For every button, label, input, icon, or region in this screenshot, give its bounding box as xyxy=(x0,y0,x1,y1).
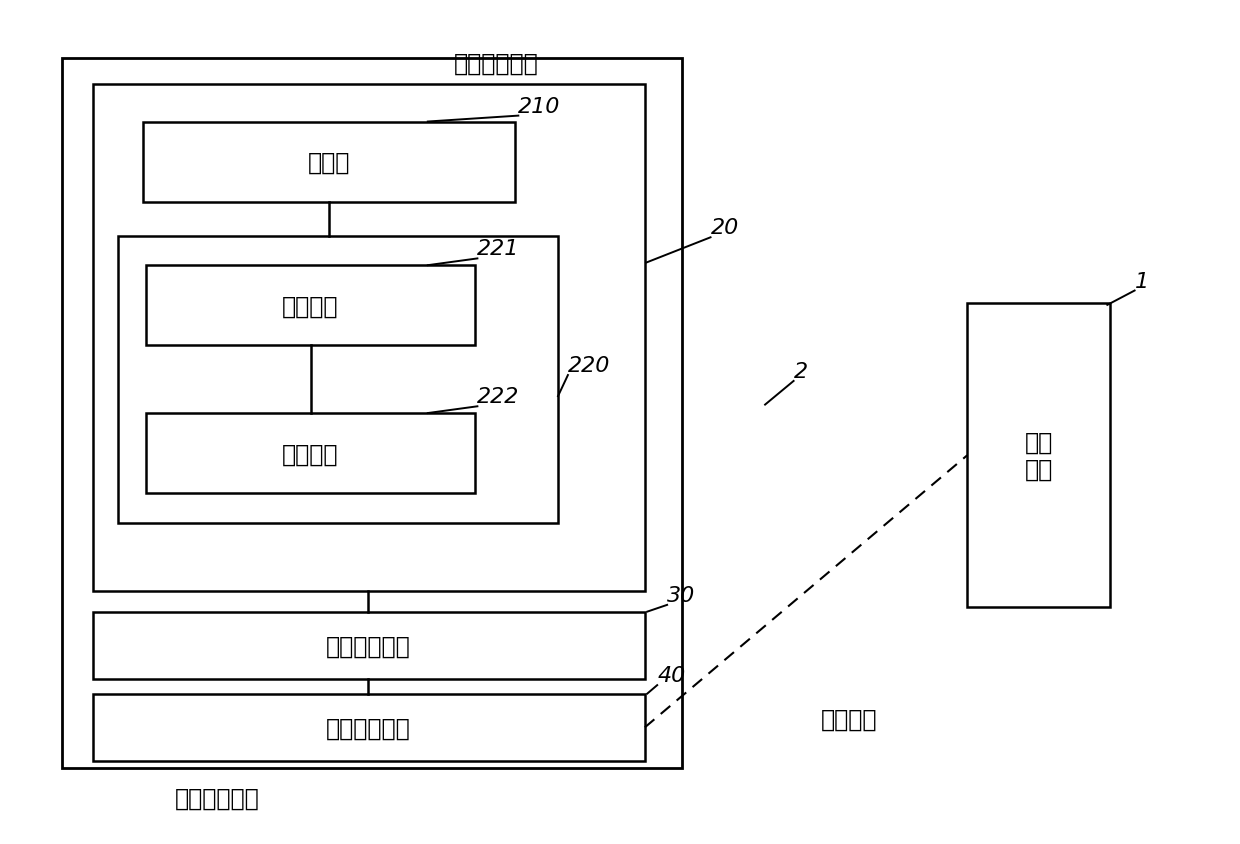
Text: 220: 220 xyxy=(568,355,610,376)
Text: 2: 2 xyxy=(794,361,807,381)
Bar xyxy=(62,59,682,768)
Text: 第一雷达: 第一雷达 xyxy=(281,295,339,318)
Bar xyxy=(93,612,645,679)
Bar xyxy=(93,694,645,761)
Text: 30: 30 xyxy=(667,585,696,605)
Bar xyxy=(118,236,558,523)
Text: 摄像头: 摄像头 xyxy=(308,151,350,175)
Bar xyxy=(146,266,475,346)
Bar xyxy=(967,304,1110,608)
Bar xyxy=(93,84,645,591)
Text: 1: 1 xyxy=(1135,271,1148,291)
Text: 无线方式: 无线方式 xyxy=(821,707,878,731)
Text: 20: 20 xyxy=(711,218,739,238)
Text: 221: 221 xyxy=(477,239,520,259)
Bar xyxy=(146,414,475,494)
Text: 222: 222 xyxy=(477,387,520,407)
Text: 路侧感知模块: 路侧感知模块 xyxy=(454,51,538,75)
Text: 路侧处理模块: 路侧处理模块 xyxy=(326,634,410,657)
Text: 210: 210 xyxy=(518,96,560,116)
Text: 第二雷达: 第二雷达 xyxy=(281,442,339,466)
Text: 40: 40 xyxy=(657,665,686,685)
Text: 目标
车辆: 目标 车辆 xyxy=(1024,430,1053,482)
Text: 智能路侧设备: 智能路侧设备 xyxy=(175,786,259,809)
Text: 路侧通信模块: 路侧通信模块 xyxy=(326,716,410,739)
Bar xyxy=(143,122,515,203)
